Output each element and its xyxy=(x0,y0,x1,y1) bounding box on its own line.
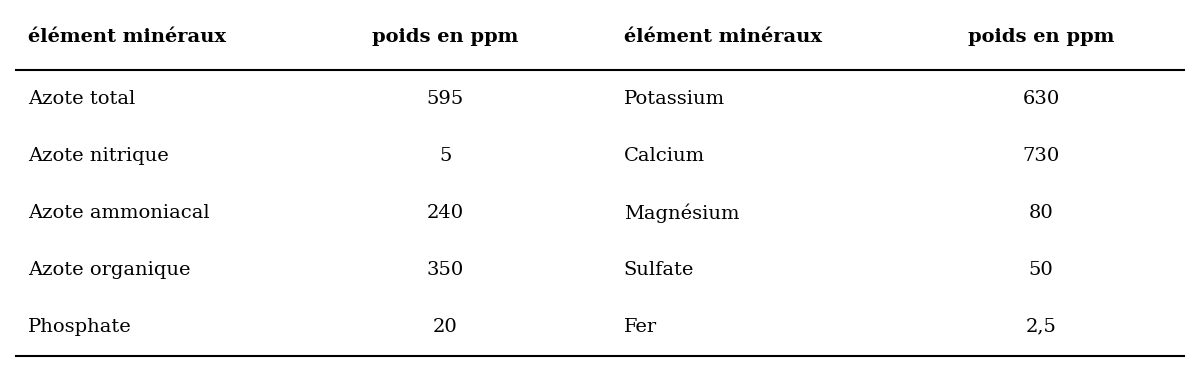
Text: Fer: Fer xyxy=(624,318,656,336)
Text: 80: 80 xyxy=(1028,204,1054,222)
Text: poids en ppm: poids en ppm xyxy=(967,28,1114,46)
Text: 350: 350 xyxy=(426,261,463,279)
Text: 50: 50 xyxy=(1028,261,1054,279)
Text: poids en ppm: poids en ppm xyxy=(372,28,518,46)
Text: Potassium: Potassium xyxy=(624,90,725,108)
Text: 5: 5 xyxy=(439,147,451,165)
Text: 240: 240 xyxy=(426,204,463,222)
Text: 730: 730 xyxy=(1022,147,1060,165)
Text: Azote organique: Azote organique xyxy=(28,261,191,279)
Text: 595: 595 xyxy=(426,90,463,108)
Text: Magnésium: Magnésium xyxy=(624,203,739,223)
Text: Phosphate: Phosphate xyxy=(28,318,132,336)
Text: 20: 20 xyxy=(433,318,457,336)
Text: Azote ammoniacal: Azote ammoniacal xyxy=(28,204,210,222)
Text: Azote total: Azote total xyxy=(28,90,136,108)
Text: Calcium: Calcium xyxy=(624,147,704,165)
Text: Azote nitrique: Azote nitrique xyxy=(28,147,169,165)
Text: Sulfate: Sulfate xyxy=(624,261,695,279)
Text: 630: 630 xyxy=(1022,90,1060,108)
Text: élément minéraux: élément minéraux xyxy=(624,28,822,46)
Text: 2,5: 2,5 xyxy=(1026,318,1056,336)
Text: élément minéraux: élément minéraux xyxy=(28,28,226,46)
